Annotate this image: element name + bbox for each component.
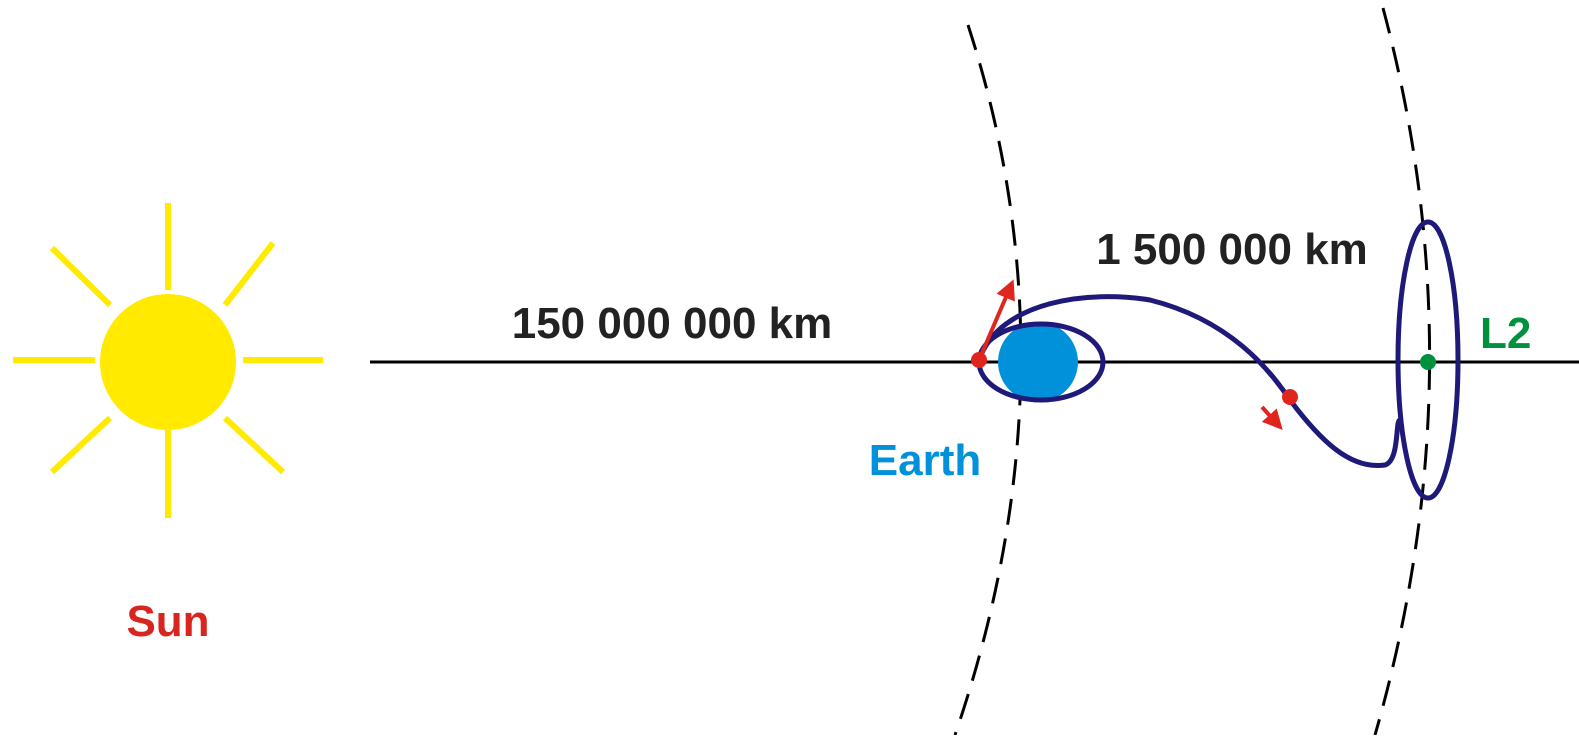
launch-arrow — [977, 279, 1015, 361]
earth — [998, 322, 1078, 402]
earth-label: Earth — [869, 436, 981, 485]
earth-l2-distance: 1 500 000 km — [1096, 225, 1368, 274]
earth-orbit — [953, 24, 1023, 736]
sun — [13, 203, 323, 518]
l2-orbit — [1373, 7, 1432, 736]
sun-earth-distance: 150 000 000 km — [512, 299, 833, 348]
burn-arrow — [1260, 405, 1283, 430]
burn-point — [1282, 389, 1298, 405]
l2-label: L2 — [1480, 309, 1531, 358]
sun-label: Sun — [126, 597, 209, 646]
l2-point — [1420, 354, 1436, 370]
launch-point — [971, 352, 987, 368]
